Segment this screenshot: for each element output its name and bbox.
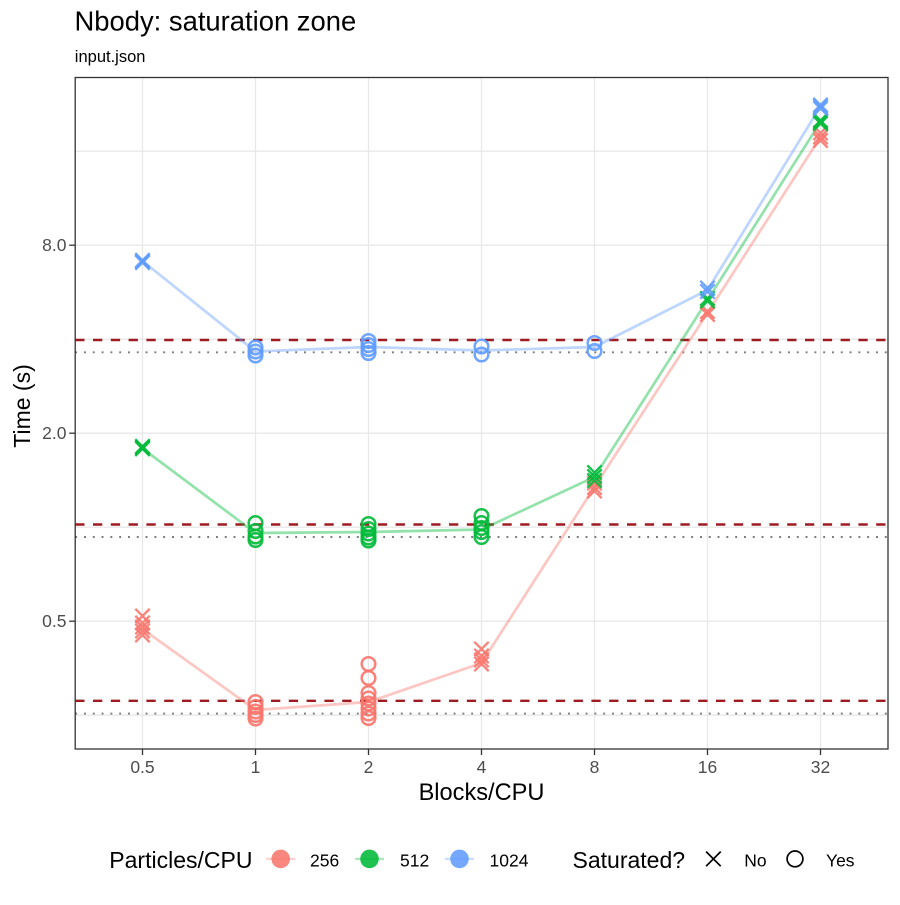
svg-text:Blocks/CPU: Blocks/CPU [419, 780, 545, 806]
svg-text:Yes: Yes [826, 851, 855, 871]
svg-text:Particles/CPU: Particles/CPU [109, 847, 252, 873]
svg-text:8: 8 [590, 757, 600, 777]
svg-text:8.0: 8.0 [42, 235, 67, 255]
svg-text:Nbody: saturation zone: Nbody: saturation zone [75, 6, 357, 37]
svg-text:4: 4 [477, 757, 487, 777]
svg-text:input.json: input.json [75, 48, 146, 66]
svg-text:256: 256 [310, 851, 339, 871]
svg-text:0.5: 0.5 [130, 757, 154, 777]
svg-text:16: 16 [698, 757, 717, 777]
svg-text:Saturated?: Saturated? [573, 847, 686, 873]
svg-text:1: 1 [251, 757, 261, 777]
svg-text:512: 512 [400, 851, 429, 871]
svg-text:0.5: 0.5 [42, 611, 66, 631]
svg-text:2.0: 2.0 [42, 423, 67, 443]
svg-text:1024: 1024 [490, 851, 529, 871]
svg-text:2: 2 [364, 757, 374, 777]
svg-text:32: 32 [811, 757, 830, 777]
svg-text:No: No [744, 851, 766, 871]
svg-text:Time (s): Time (s) [9, 364, 35, 447]
